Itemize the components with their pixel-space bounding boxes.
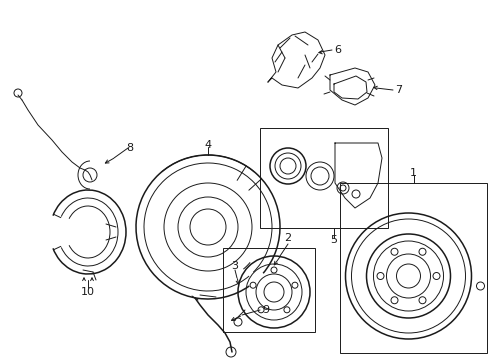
Text: 8: 8 [126,143,133,153]
Polygon shape [267,32,325,88]
Polygon shape [329,68,374,105]
Text: 9: 9 [262,305,268,315]
Text: 2: 2 [284,233,291,243]
Text: 3: 3 [231,261,238,271]
Text: 4: 4 [204,140,211,150]
Bar [339,183,486,353]
Text: 7: 7 [394,85,401,95]
Text: 10: 10 [81,287,95,297]
Text: 1: 1 [409,168,416,178]
Text: 6: 6 [334,45,341,55]
Text: 5: 5 [330,235,337,245]
Bar [223,248,314,332]
Bar [260,128,387,228]
